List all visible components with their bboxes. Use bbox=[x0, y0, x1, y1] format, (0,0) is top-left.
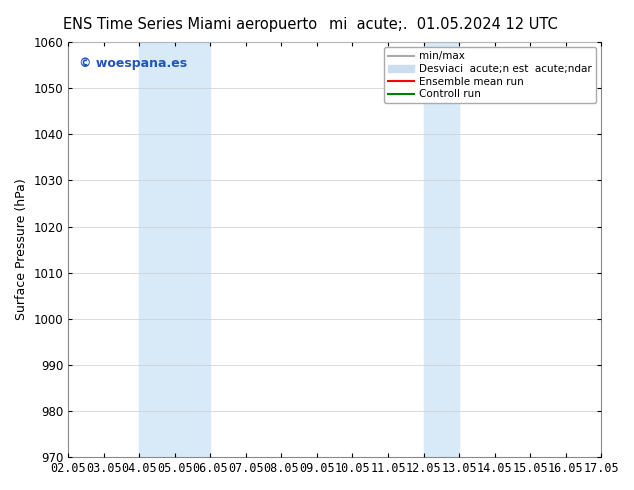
Text: ENS Time Series Miami aeropuerto: ENS Time Series Miami aeropuerto bbox=[63, 17, 317, 32]
Legend: min/max, Desviaci  acute;n est  acute;ndar, Ensemble mean run, Controll run: min/max, Desviaci acute;n est acute;ndar… bbox=[384, 47, 596, 103]
Bar bbox=[139, 42, 210, 457]
Bar bbox=[424, 42, 459, 457]
Text: © woespana.es: © woespana.es bbox=[79, 56, 187, 70]
Y-axis label: Surface Pressure (hPa): Surface Pressure (hPa) bbox=[15, 179, 28, 320]
Text: mi  acute;.  01.05.2024 12 UTC: mi acute;. 01.05.2024 12 UTC bbox=[330, 17, 558, 32]
